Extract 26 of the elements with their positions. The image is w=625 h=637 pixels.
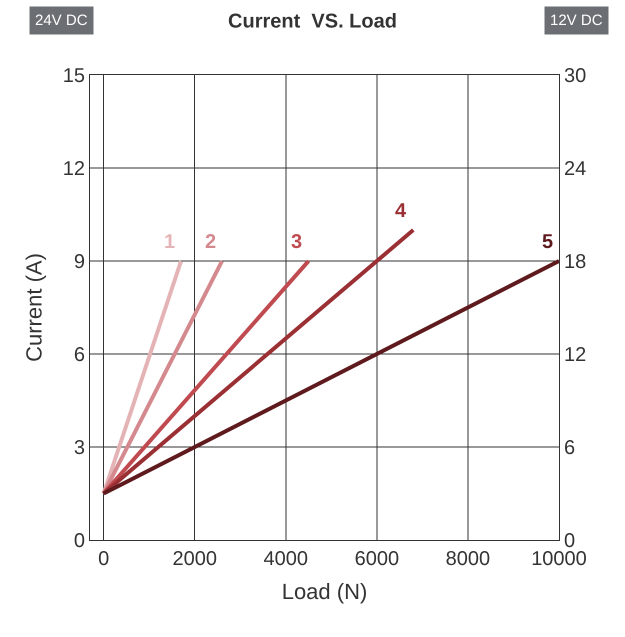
- y2-tick-label: 12: [564, 344, 586, 366]
- y-tick-label: 15: [62, 65, 85, 87]
- x-axis-title: Load (N): [282, 578, 368, 604]
- y-tick-label: 6: [74, 344, 85, 366]
- series-label: 5: [542, 231, 554, 253]
- x-tick-label: 8000: [446, 548, 490, 570]
- x-tick-label: 0: [98, 548, 110, 570]
- y-axis-title: Current (A): [22, 253, 47, 362]
- y2-tick-label: 30: [564, 65, 586, 87]
- x-tick-label: 6000: [354, 548, 400, 570]
- text: 24V DC: [35, 12, 88, 29]
- y2-tick-label: 24: [564, 158, 586, 180]
- y-tick-label: 9: [74, 251, 85, 273]
- y-tick-label: 0: [74, 530, 85, 552]
- text: 12V DC: [550, 12, 603, 29]
- series-label: 2: [205, 231, 216, 253]
- series-label: 3: [291, 231, 302, 253]
- series-label: 1: [164, 231, 176, 253]
- x-tick-label: 2000: [172, 548, 217, 570]
- y2-tick-label: 18: [564, 251, 586, 273]
- y2-tick-label: 6: [564, 437, 576, 459]
- y-tick-label: 3: [74, 437, 85, 459]
- series-label: 4: [395, 200, 407, 222]
- chart-title: Current VS. Load: [228, 10, 397, 32]
- x-tick-label: 4000: [264, 548, 308, 570]
- y-tick-label: 12: [62, 158, 85, 180]
